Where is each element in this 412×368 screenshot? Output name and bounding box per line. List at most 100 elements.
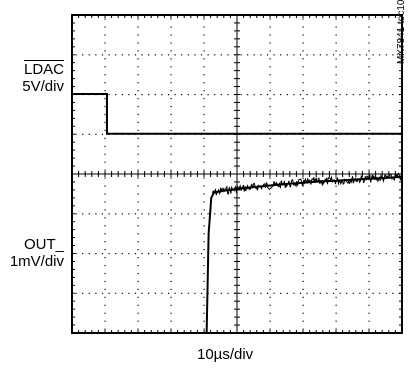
grid-dot [386, 293, 387, 294]
grid-dot [270, 289, 271, 290]
grid-dot [260, 253, 261, 254]
grid-dot [105, 233, 106, 234]
grid-dot [171, 74, 172, 75]
grid-dot [105, 58, 106, 59]
grid-dot [171, 313, 172, 314]
grid-dot [270, 321, 271, 322]
grid-dot [82, 293, 83, 294]
grid-dot [109, 293, 110, 294]
grid-dot [369, 106, 370, 107]
grid-dot [122, 213, 123, 214]
grid-dot [204, 249, 205, 250]
grid-dot [175, 213, 176, 214]
grid-dot [369, 329, 370, 330]
grid-dot [260, 293, 261, 294]
grid-dot [303, 146, 304, 147]
grid-dot [204, 281, 205, 282]
grid-dot [135, 54, 136, 55]
grid-dot [336, 162, 337, 163]
grid-dot [303, 201, 304, 202]
grid-dot [138, 265, 139, 266]
grid-dot [138, 217, 139, 218]
ldac-name: LDAC [0, 61, 64, 78]
grid-dot [171, 305, 172, 306]
grid-dot [105, 82, 106, 83]
grid-dot [138, 321, 139, 322]
grid-dot [359, 54, 360, 55]
grid-dot [336, 106, 337, 107]
grid-dot [204, 289, 205, 290]
grid-dot [128, 54, 129, 55]
grid-dot [303, 321, 304, 322]
out-scale: 1mV/div [0, 253, 64, 270]
grid-dot [204, 90, 205, 91]
grid-dot [204, 19, 205, 20]
grid-dot [270, 257, 271, 258]
grid-dot [270, 42, 271, 43]
grid-dot [204, 329, 205, 330]
grid-dot [303, 305, 304, 306]
grid-dot [373, 253, 374, 254]
grid-dot [204, 26, 205, 27]
grid-dot [241, 213, 242, 214]
grid-dot [105, 74, 106, 75]
grid-dot [221, 54, 222, 55]
grid-dot [369, 138, 370, 139]
grid-dot [105, 50, 106, 51]
grid-dot [201, 293, 202, 294]
grid-dot [171, 114, 172, 115]
grid-dot [138, 42, 139, 43]
grid-dot [188, 54, 189, 55]
grid-dot [138, 233, 139, 234]
grid-dot [270, 162, 271, 163]
grid-dot [392, 253, 393, 254]
grid-dot [105, 217, 106, 218]
grid-dot [128, 253, 129, 254]
grid-dot [303, 273, 304, 274]
grid-dot [280, 54, 281, 55]
grid-dot [128, 213, 129, 214]
grid-dot [254, 94, 255, 95]
grid-dot [204, 313, 205, 314]
grid-dot [307, 54, 308, 55]
grid-dot [138, 90, 139, 91]
grid-dot [138, 138, 139, 139]
grid-dot [171, 26, 172, 27]
grid-dot [89, 134, 90, 135]
grid-dot [138, 26, 139, 27]
grid-dot [135, 213, 136, 214]
grid-dot [267, 54, 268, 55]
grid-dot [105, 138, 106, 139]
grid-dot [171, 265, 172, 266]
grid-dot [155, 293, 156, 294]
grid-dot [105, 289, 106, 290]
out-name: OUT_ [0, 236, 64, 253]
grid-dot [340, 213, 341, 214]
grid-dot [171, 241, 172, 242]
grid-dot [105, 265, 106, 266]
grid-dot [138, 241, 139, 242]
grid-dot [336, 201, 337, 202]
grid-dot [204, 193, 205, 194]
grid-dot [194, 54, 195, 55]
grid-dot [336, 265, 337, 266]
grid-dot [326, 94, 327, 95]
grid-dot [369, 154, 370, 155]
grid-dot [287, 213, 288, 214]
grid-dot [379, 253, 380, 254]
grid-dot [171, 154, 172, 155]
grid-dot [373, 293, 374, 294]
grid-dot [280, 253, 281, 254]
grid-dot [171, 217, 172, 218]
grid-dot [161, 253, 162, 254]
grid-dot [148, 94, 149, 95]
grid-dot [336, 233, 337, 234]
grid-dot [369, 321, 370, 322]
grid-dot [175, 253, 176, 254]
grid-dot [369, 19, 370, 20]
grid-dot [303, 42, 304, 43]
grid-dot [171, 185, 172, 186]
grid-dot [293, 54, 294, 55]
grid-dot [102, 54, 103, 55]
grid-dot [303, 289, 304, 290]
